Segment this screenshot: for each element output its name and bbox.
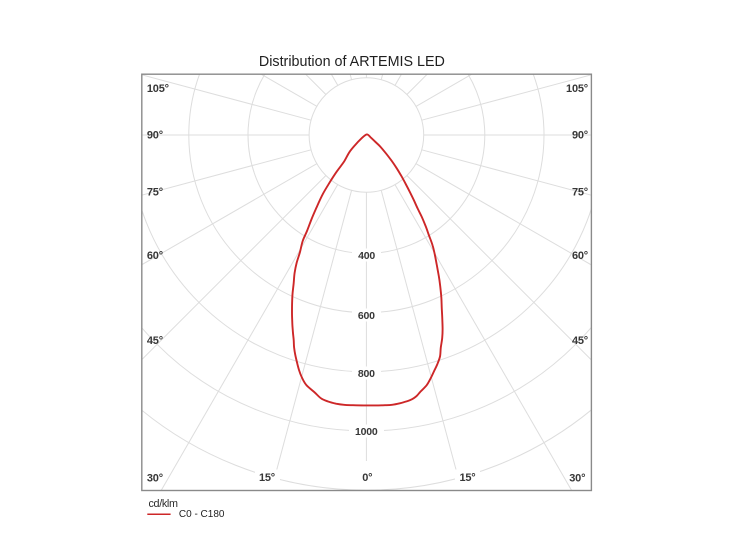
svg-text:400: 400 (358, 250, 375, 262)
svg-text:30°: 30° (569, 473, 585, 485)
svg-text:600: 600 (358, 310, 375, 322)
svg-text:cd/klm: cd/klm (149, 498, 178, 510)
svg-text:75°: 75° (147, 187, 163, 199)
svg-text:1000: 1000 (355, 426, 378, 438)
svg-text:105°: 105° (147, 83, 169, 95)
svg-text:60°: 60° (147, 250, 163, 262)
svg-text:45°: 45° (147, 335, 163, 347)
svg-text:75°: 75° (572, 187, 588, 199)
svg-text:30°: 30° (147, 473, 163, 485)
svg-text:0°: 0° (362, 472, 372, 484)
svg-text:C0 - C180: C0 - C180 (179, 509, 225, 520)
svg-text:Distribution of ARTEMIS LED: Distribution of ARTEMIS LED (259, 54, 445, 70)
svg-text:15°: 15° (459, 472, 475, 484)
svg-text:800: 800 (358, 368, 375, 380)
svg-text:60°: 60° (572, 250, 588, 262)
svg-text:90°: 90° (572, 129, 588, 141)
svg-text:45°: 45° (572, 335, 588, 347)
svg-text:15°: 15° (259, 472, 275, 484)
svg-text:105°: 105° (566, 83, 588, 95)
svg-text:90°: 90° (147, 129, 163, 141)
